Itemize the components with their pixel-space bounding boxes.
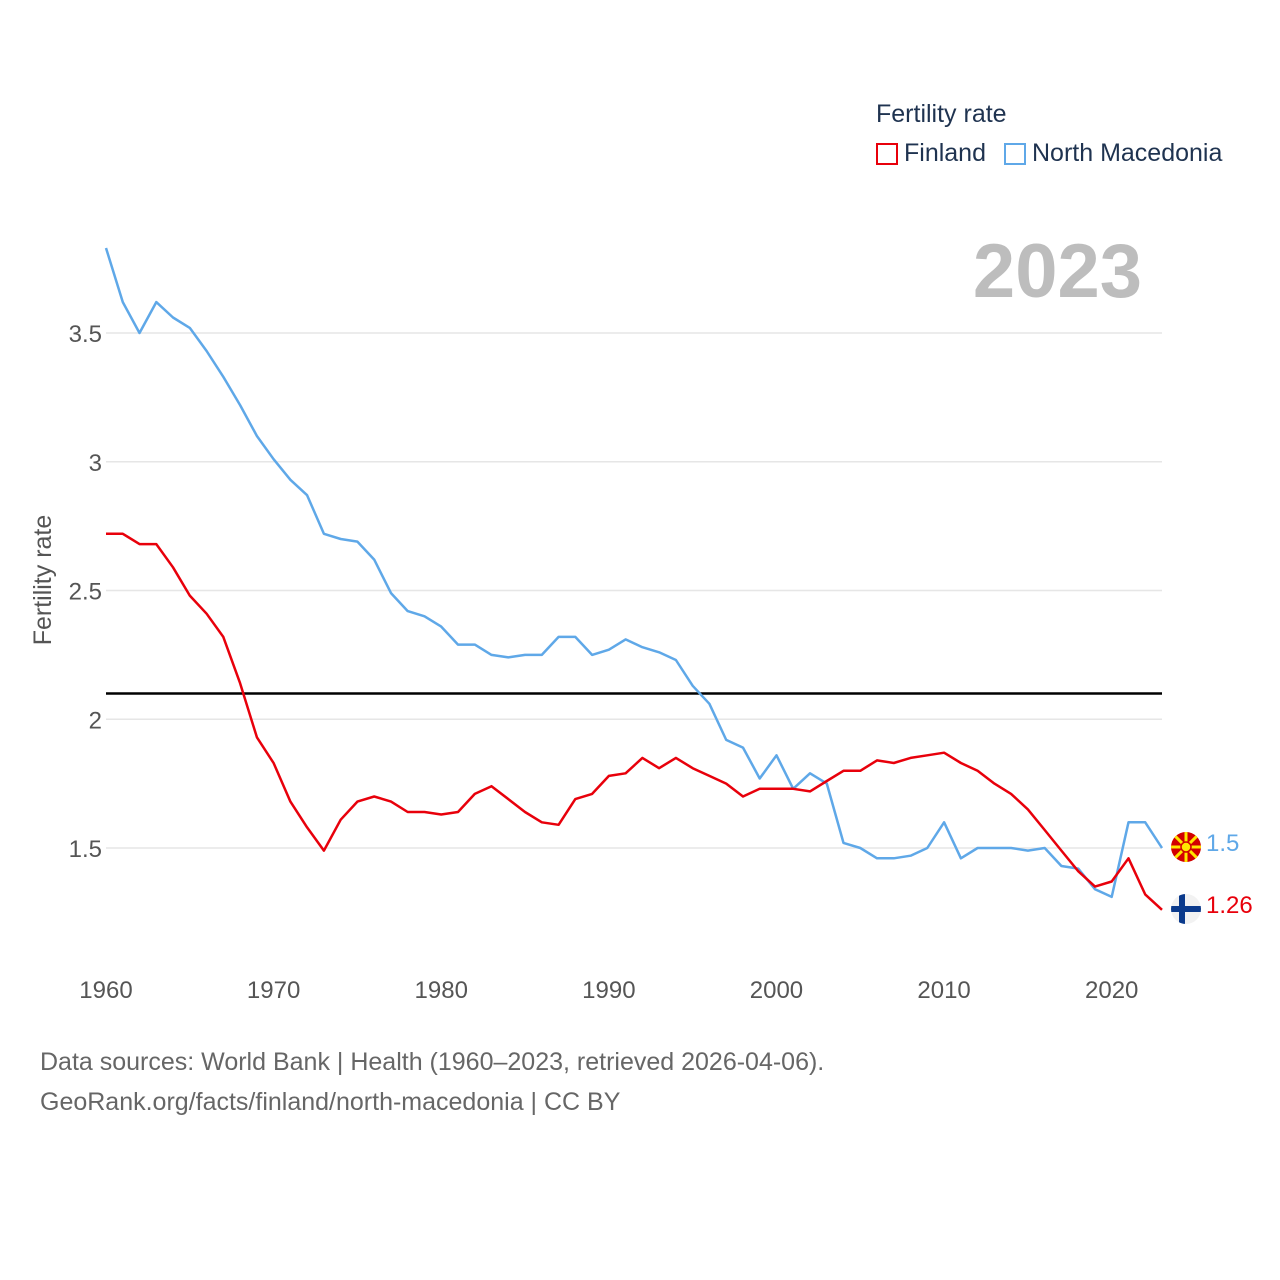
x-tick-label: 1960 (79, 977, 132, 1004)
legend-item-finland[interactable]: Finland (876, 139, 986, 168)
y-tick-label: 3 (89, 450, 102, 477)
current-year-label: 2023 (972, 229, 1142, 314)
y-tick-label: 1.5 (69, 836, 102, 863)
x-tick-label: 1990 (582, 977, 635, 1004)
finland-end-value: 1.26 (1206, 892, 1253, 919)
legend-title: Fertility rate (876, 100, 1007, 128)
y-axis-label: Fertility rate (29, 515, 57, 646)
x-tick-label: 2010 (917, 977, 970, 1004)
y-axis-ticks: 1.5 2 2.5 3 3.5 (69, 321, 102, 863)
north-macedonia-flag-icon (1171, 832, 1201, 862)
finland-flag-icon (1171, 894, 1201, 924)
x-axis-ticks: 1960 1970 1980 1990 2000 2010 2020 (79, 977, 1138, 1004)
north-macedonia-end-value: 1.5 (1206, 830, 1240, 857)
grid-lines (106, 332, 1162, 849)
legend-label-north-macedonia: North Macedonia (1032, 139, 1223, 167)
y-tick-label: 3.5 (69, 321, 102, 348)
legend-item-north-macedonia[interactable]: North Macedonia (1004, 139, 1222, 168)
legend: Fertility rate Finland North Macedonia (876, 100, 1240, 168)
legend-swatch-north-macedonia (1004, 142, 1026, 165)
legend-swatch-finland (876, 142, 898, 165)
legend-label-finland: Finland (904, 139, 986, 167)
footer-sources: Data sources: World Bank | Health (1960–… (40, 1048, 825, 1076)
x-tick-label: 2000 (750, 977, 803, 1004)
y-tick-label: 2 (89, 707, 102, 734)
x-tick-label: 1970 (247, 977, 300, 1004)
series-line-north-macedonia (104, 247, 1164, 899)
series-lines (104, 247, 1164, 911)
series-line-finland (106, 532, 1163, 911)
y-tick-label: 2.5 (69, 579, 102, 606)
x-tick-label: 1980 (415, 977, 468, 1004)
footer: Data sources: World Bank | Health (1960–… (40, 1042, 824, 1122)
footer-attribution: GeoRank.org/facts/finland/north-macedoni… (40, 1088, 621, 1116)
x-tick-label: 2020 (1085, 977, 1138, 1004)
